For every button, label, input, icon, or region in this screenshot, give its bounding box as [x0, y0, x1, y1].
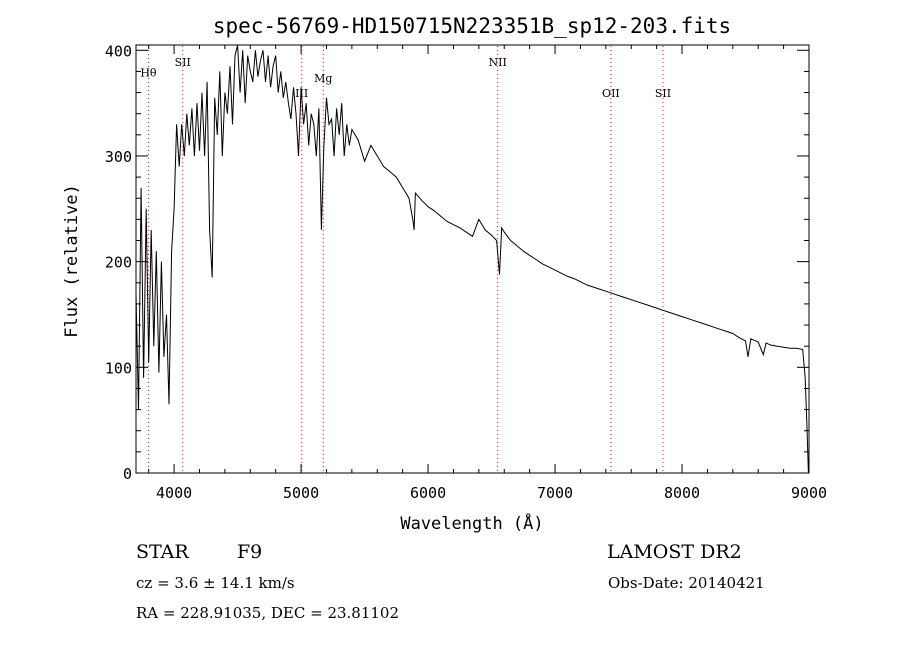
coordinates-readout: RA = 228.91035, DEC = 23.81102 [136, 604, 400, 622]
y-tick-label: 400 [105, 42, 132, 60]
line-marker-label: SII [175, 56, 191, 69]
x-tick-label: 7000 [537, 484, 573, 502]
y-tick-label: 100 [105, 359, 132, 377]
line-marker-label: Hθ [140, 67, 157, 80]
chart-title: spec-56769-HD150715N223351B_sp12-203.fit… [213, 14, 731, 38]
y-tick-label: 300 [105, 148, 132, 166]
redshift-readout: cz = 3.6 ± 14.1 km/s [136, 574, 295, 592]
observation-date: Obs-Date: 20140421 [608, 574, 765, 592]
object-class: STAR [136, 541, 189, 563]
plot-frame [135, 44, 810, 474]
y-tick-label: 200 [105, 254, 132, 272]
x-axis-label: Wavelength (Å) [400, 512, 543, 534]
x-tick-label: 5000 [283, 484, 319, 502]
line-marker-label: OII [602, 87, 620, 100]
object-subclass: F9 [237, 541, 263, 563]
x-tick-label: 4000 [156, 484, 192, 502]
line-marker-label: NII [488, 56, 506, 69]
line-marker-label: Mg [314, 72, 332, 85]
x-tick-label: 8000 [664, 484, 700, 502]
y-tick-label: 0 [123, 465, 132, 483]
y-axis-label: Flux (relative) [62, 184, 82, 338]
x-tick-label: 9000 [791, 484, 827, 502]
x-tick-label: 6000 [410, 484, 446, 502]
line-marker-label: SII [655, 87, 671, 100]
spectrum-line [135, 44, 809, 474]
line-marker-label: III [295, 87, 308, 100]
survey-name: LAMOST DR2 [607, 541, 742, 563]
